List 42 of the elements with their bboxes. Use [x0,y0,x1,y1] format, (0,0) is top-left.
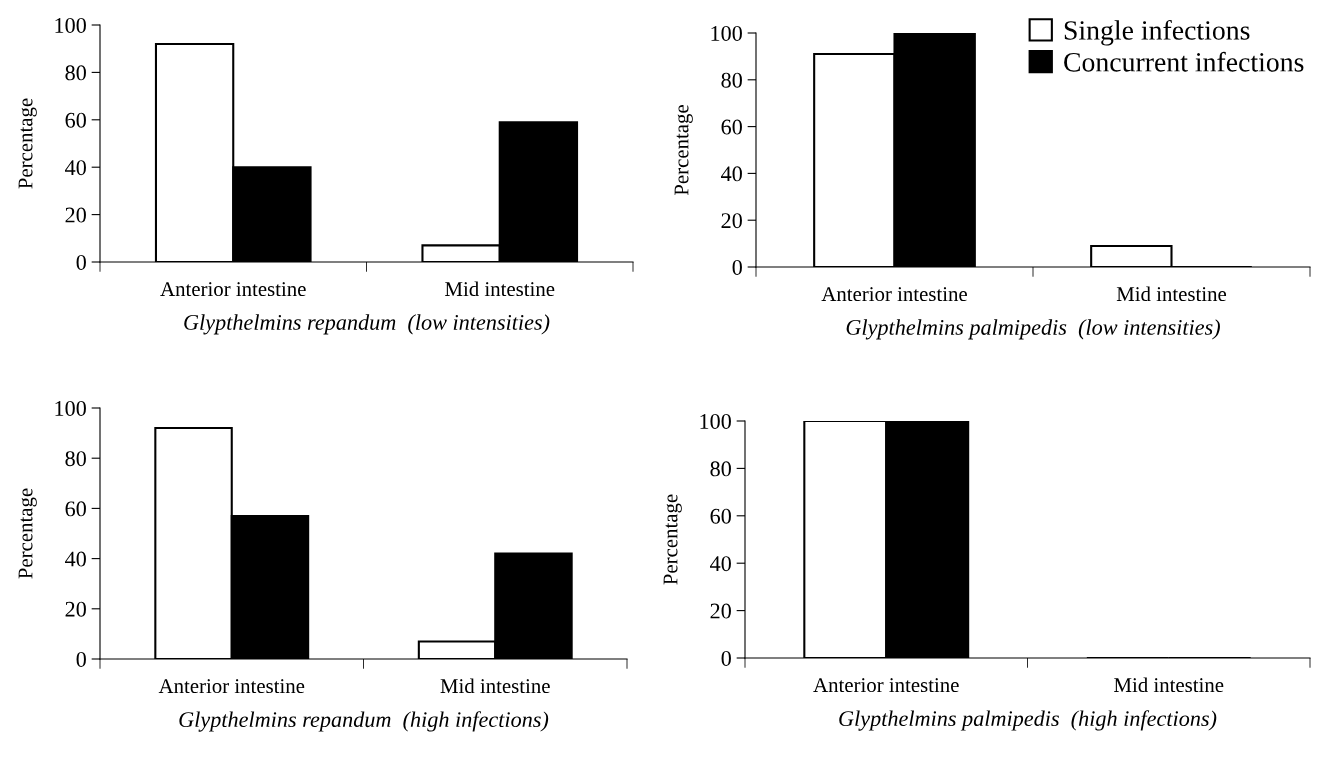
y-tick-label: 80 [65,65,86,81]
y-axis-title: Percentage [674,105,693,196]
y-tick-label: 40 [65,160,86,176]
y-tick-label: 100 [711,25,742,41]
y-tick-label: 20 [65,207,86,223]
x-tick-label: Anterior intestine [821,287,967,302]
y-tick-label: 100 [55,400,86,416]
legend-label: Single infections [1064,19,1250,46]
x-tick-label: Mid intestine [1114,677,1224,693]
y-axis-title: Percentage [18,488,37,579]
y-tick-label: 0 [721,650,731,666]
x-tick-label: Mid intestine [440,678,550,694]
y-axis-title: Percentage [663,494,682,585]
x-tick-label: Anterior intestine [813,678,959,693]
y-tick-label: 80 [710,461,731,477]
x-axis-title: Glypthelmins palmipedis (low intensities) [846,319,1220,340]
y-tick-label: 60 [721,119,742,135]
y-tick-label: 40 [710,556,731,572]
y-tick-label: 40 [721,166,742,182]
y-tick-label: 80 [65,451,86,467]
y-axis-title: Percentage [18,98,37,189]
legend-label: Concurrent infections [1064,51,1304,72]
y-tick-label: 100 [700,413,731,429]
y-tick-label: 20 [721,213,742,229]
y-tick-label: 60 [65,112,86,128]
x-tick-label: Mid intestine [445,281,555,297]
y-tick-label: 60 [710,508,731,524]
y-tick-label: 0 [76,651,86,667]
x-axis-title: Glypthelmins repandum (low intensities) [184,314,550,335]
y-tick-label: 0 [76,254,86,270]
y-tick-label: 20 [710,603,731,619]
y-tick-label: 0 [732,259,742,275]
y-tick-label: 100 [55,17,86,33]
y-tick-label: 40 [65,551,86,567]
y-tick-label: 80 [721,72,742,88]
x-axis-title: Glypthelmins repandum (high infections) [179,711,549,732]
x-tick-label: Anterior intestine [158,679,305,694]
y-tick-label: 60 [65,501,86,517]
x-axis-title: Glypthelmins palmipedis (high infections) [839,710,1217,731]
x-tick-label: Mid intestine [1116,286,1227,302]
y-tick-label: 20 [65,601,86,617]
x-tick-label: Anterior intestine [160,282,306,297]
